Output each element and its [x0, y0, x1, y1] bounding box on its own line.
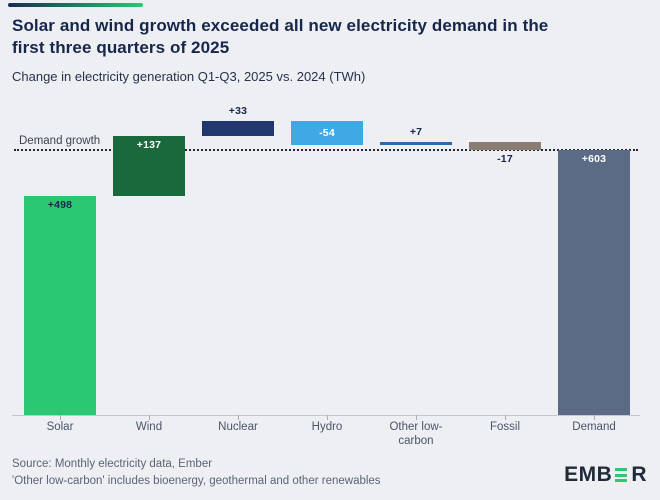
- x-axis-label-nuclear: Nuclear: [218, 421, 258, 433]
- page-title: Solar and wind growth exceeded all new e…: [12, 15, 652, 60]
- source-line-1: Source: Monthly electricity data, Ember: [12, 458, 213, 470]
- accent-gradient-bar: [8, 3, 143, 7]
- bar-value-label-hydro: -54: [319, 126, 335, 139]
- bar-nuclear: [202, 121, 274, 136]
- bar-value-label-wind: +137: [136, 138, 162, 151]
- x-axis-tick-solar: [59, 415, 61, 420]
- x-axis-label-demand: Demand: [572, 421, 616, 433]
- x-axis-label-solar: Solar: [46, 421, 74, 433]
- ember-logo-text-emb: EMB: [564, 463, 613, 486]
- x-axis-tick-demand: [593, 415, 595, 420]
- ember-logo-e-icon: [614, 468, 629, 483]
- ember-logo: EMB R: [564, 463, 647, 487]
- chart-subtitle: Change in electricity generation Q1-Q3, …: [12, 69, 366, 84]
- x-axis-label-other-low-carbon: Other low-carbon: [389, 421, 443, 447]
- bar-demand: [558, 150, 630, 415]
- x-axis-label-hydro: Hydro: [311, 421, 343, 433]
- demand-growth-dotted-line: [14, 149, 638, 151]
- demand-growth-label: Demand growth: [19, 135, 101, 147]
- bar-wind: [113, 135, 185, 197]
- x-axis-line: [12, 415, 640, 416]
- bar-other-low-carbon: [380, 142, 452, 146]
- x-axis-tick-hydro: [326, 415, 328, 420]
- ember-logo-text-r: R: [631, 463, 647, 486]
- bar-value-label-fossil: -17: [497, 152, 513, 165]
- x-axis-tick-other-low-carbon: [415, 415, 417, 420]
- title-line-2: first three quarters of 2025: [12, 38, 230, 58]
- bar-value-label-other-low-carbon: +7: [409, 126, 423, 139]
- bar-fossil: [469, 142, 541, 150]
- bar-value-label-demand: +603: [581, 153, 607, 165]
- x-axis-tick-nuclear: [237, 415, 239, 420]
- x-axis-tick-wind: [148, 415, 150, 420]
- x-axis-label-wind: Wind: [135, 421, 163, 433]
- source-note: Source: Monthly electricity data, Ember …: [12, 456, 381, 489]
- x-axis-label-fossil: Fossil: [489, 421, 521, 433]
- x-axis-tick-fossil: [504, 415, 506, 420]
- source-line-2: 'Other low-carbon' includes bioenergy, g…: [12, 474, 381, 487]
- bar-solar: [24, 196, 96, 415]
- bar-value-label-solar: +498: [47, 199, 73, 212]
- bar-hydro: [291, 121, 363, 146]
- title-line-1: Solar and wind growth exceeded all new e…: [12, 16, 549, 35]
- bar-value-label-nuclear: +33: [228, 105, 248, 118]
